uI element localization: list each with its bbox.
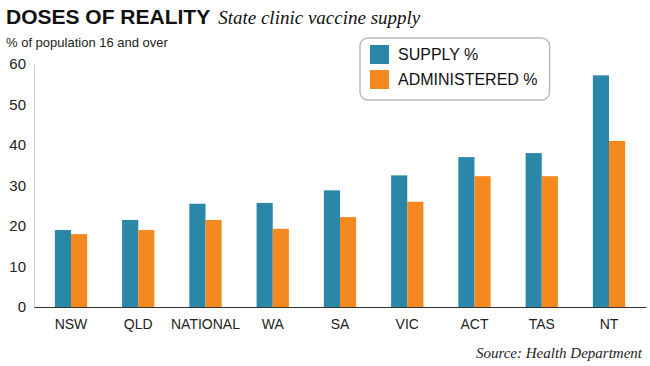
y-tick-label: 10 xyxy=(9,258,26,275)
x-tick: VIC xyxy=(396,307,419,332)
x-tick: NATIONAL xyxy=(171,307,240,332)
y-tick-label: 20 xyxy=(9,217,26,234)
x-tick-label: WA xyxy=(262,316,285,332)
y-tick-label: 0 xyxy=(18,298,26,315)
bars xyxy=(55,75,625,307)
legend-label: ADMINISTERED % xyxy=(398,71,538,88)
x-tick-label: NATIONAL xyxy=(171,316,240,332)
y-axis-line xyxy=(34,65,35,308)
legend-swatch xyxy=(370,45,389,64)
annotation: Source: Health Department xyxy=(476,345,643,361)
chart: 0 10 20 30 40 50 60 NSW QLD NATIONAL WA SA VIC ACT TAS… xyxy=(0,0,650,366)
bar xyxy=(138,230,154,307)
title: DOSES OF REALITY xyxy=(6,5,210,28)
bar xyxy=(475,176,491,307)
bar xyxy=(593,75,609,307)
bar xyxy=(324,190,340,307)
x-tick: NT xyxy=(600,307,619,332)
legend-box xyxy=(360,38,550,100)
legend: SUPPLY % ADMINISTERED % xyxy=(360,38,550,100)
legend-label: SUPPLY % xyxy=(398,46,478,63)
x-tick-label: QLD xyxy=(124,316,153,332)
x-tick: TAS xyxy=(529,307,555,332)
bar xyxy=(542,176,558,307)
x-axis: NSW QLD NATIONAL WA SA VIC ACT TAS NT xyxy=(35,307,647,332)
y-tick: 10 xyxy=(9,258,34,275)
x-tick-label: NT xyxy=(600,316,619,332)
subtitle: State clinic vaccine supply xyxy=(218,7,421,28)
bar xyxy=(205,220,221,307)
y-tick-label: 50 xyxy=(9,96,26,113)
y-tick: 20 xyxy=(9,217,34,234)
bar xyxy=(257,203,273,307)
bar xyxy=(609,141,625,307)
x-tick: ACT xyxy=(461,307,489,332)
x-tick-label: VIC xyxy=(396,316,419,332)
bar xyxy=(122,220,138,307)
bar xyxy=(526,153,542,307)
x-axis-line xyxy=(35,307,647,308)
y-tick: 40 xyxy=(9,136,34,153)
bar xyxy=(340,217,356,307)
x-tick-label: NSW xyxy=(55,316,88,332)
bar xyxy=(458,157,474,307)
x-tick: NSW xyxy=(55,307,88,332)
x-tick-label: ACT xyxy=(461,316,489,332)
bar xyxy=(189,204,205,307)
y-tick: 0 xyxy=(18,298,34,315)
bar xyxy=(391,175,407,307)
x-tick-label: TAS xyxy=(529,316,555,332)
bar xyxy=(273,229,289,307)
x-tick: WA xyxy=(262,307,285,332)
bar xyxy=(55,230,71,307)
bar xyxy=(71,234,87,307)
x-tick: QLD xyxy=(124,307,153,332)
y-axis: 0 10 20 30 40 50 60 xyxy=(9,55,34,315)
y-tick: 50 xyxy=(9,96,34,113)
y-tick: 60 xyxy=(9,55,34,72)
x-tick-label: SA xyxy=(331,316,350,332)
legend-swatch xyxy=(370,70,389,89)
x-tick: SA xyxy=(331,307,350,332)
y-tick-label: 60 xyxy=(9,55,26,72)
y-tick-label: 40 xyxy=(9,136,26,153)
y-tick-label: 30 xyxy=(9,177,26,194)
y-tick: 30 xyxy=(9,177,34,194)
bar xyxy=(407,202,423,307)
y-axis-title: % of population 16 and over xyxy=(6,35,169,50)
